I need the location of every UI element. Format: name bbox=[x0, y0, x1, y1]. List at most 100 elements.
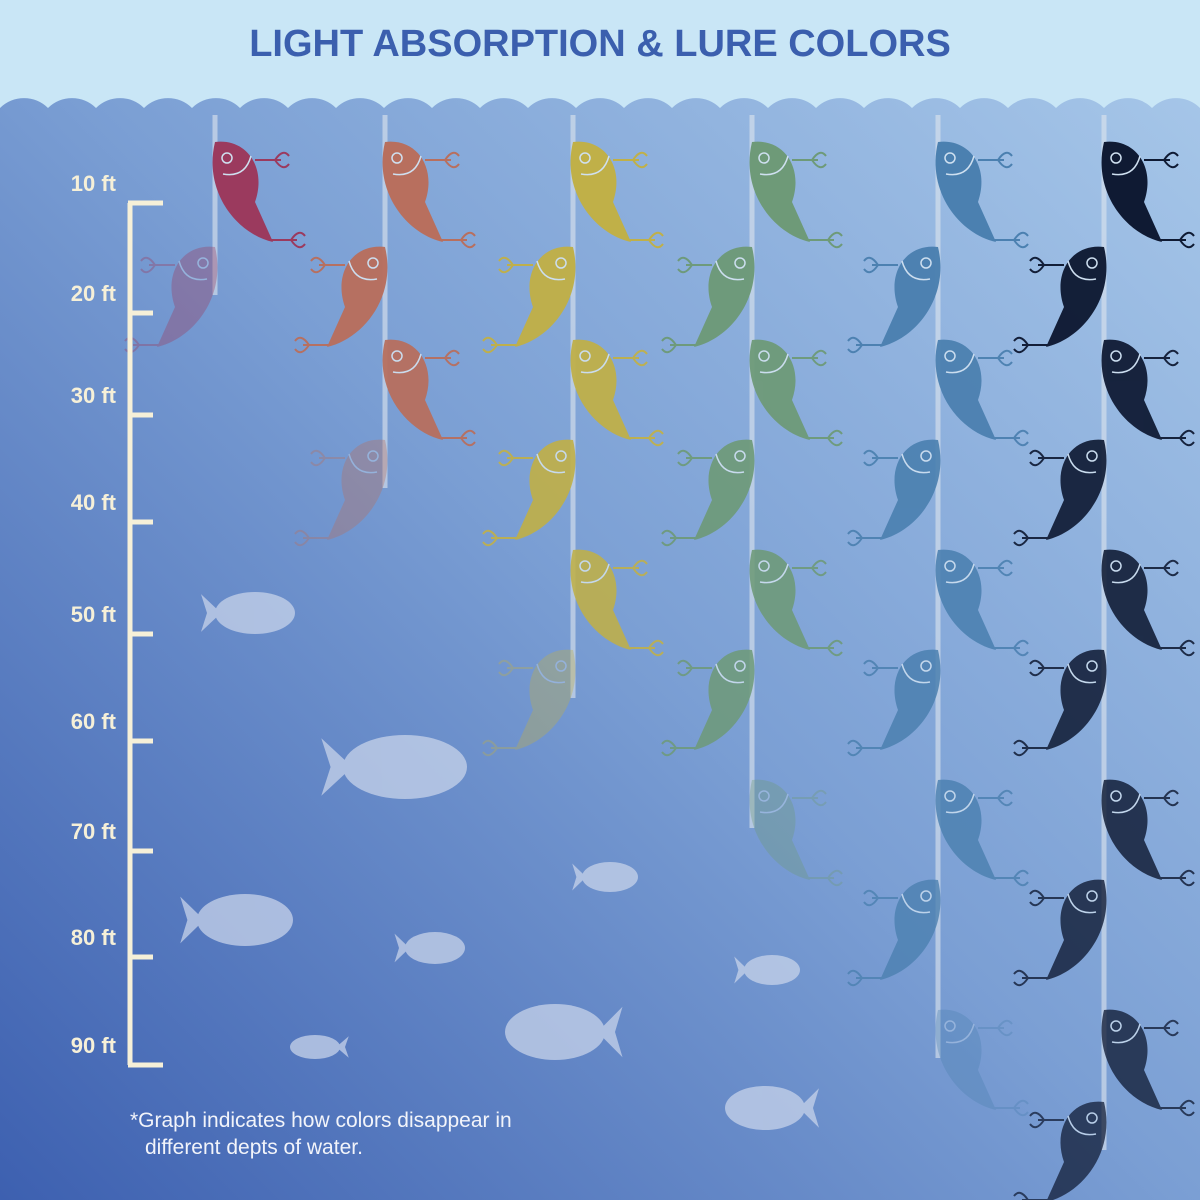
lure bbox=[482, 649, 576, 757]
lure-gill bbox=[945, 353, 975, 374]
lure-eye bbox=[367, 257, 379, 269]
lure-body bbox=[694, 439, 755, 540]
lure-hook bbox=[425, 151, 460, 169]
lure-eye bbox=[944, 1020, 956, 1032]
lure-hook bbox=[613, 559, 648, 577]
lure-eye bbox=[944, 350, 956, 362]
lure bbox=[847, 879, 941, 987]
lure bbox=[382, 339, 476, 447]
lure-hook bbox=[1144, 349, 1179, 367]
lure-gill bbox=[348, 260, 378, 281]
lure bbox=[749, 339, 843, 447]
lure-hook bbox=[140, 256, 175, 274]
lure-hook bbox=[847, 336, 883, 354]
lure-hook bbox=[498, 659, 533, 677]
lure-hook bbox=[270, 231, 306, 249]
lure-hook bbox=[1013, 739, 1049, 757]
lure-eye bbox=[1086, 660, 1098, 672]
lure-gill bbox=[901, 260, 931, 281]
lure-body bbox=[935, 1009, 996, 1110]
lure-eye bbox=[197, 257, 209, 269]
lure-eye bbox=[221, 152, 233, 164]
fish-body bbox=[744, 955, 800, 985]
footnote: different depts of water. bbox=[145, 1136, 363, 1159]
lure-hook bbox=[1013, 969, 1049, 987]
lure-eye bbox=[1110, 152, 1122, 164]
lure-body bbox=[570, 141, 631, 242]
depth-label: 40 ft bbox=[71, 490, 117, 515]
fish-tail bbox=[180, 896, 205, 944]
depth-label: 60 ft bbox=[71, 709, 117, 734]
lure-hook bbox=[792, 151, 827, 169]
lure-gill bbox=[1111, 1023, 1141, 1044]
lure-hook bbox=[978, 789, 1013, 807]
lure bbox=[1101, 549, 1195, 657]
lure-gill bbox=[715, 260, 745, 281]
lure-hook bbox=[1013, 336, 1049, 354]
fish-tail bbox=[597, 1006, 623, 1058]
lure-hook bbox=[993, 639, 1029, 657]
lure-hook bbox=[613, 151, 648, 169]
lure bbox=[294, 246, 388, 354]
lure-hook bbox=[498, 256, 533, 274]
lure-body bbox=[570, 549, 631, 650]
lure-hook bbox=[498, 449, 533, 467]
lure bbox=[847, 649, 941, 757]
lure bbox=[749, 779, 843, 887]
lure bbox=[570, 549, 664, 657]
lure bbox=[1101, 1009, 1195, 1117]
lure bbox=[294, 439, 388, 547]
lure-gill bbox=[580, 353, 610, 374]
lure-body bbox=[515, 649, 576, 750]
lure-gill bbox=[901, 453, 931, 474]
lure-eye bbox=[1110, 350, 1122, 362]
fish bbox=[394, 932, 465, 964]
lure-gill bbox=[1111, 793, 1141, 814]
lure-hook bbox=[1159, 1099, 1195, 1117]
lure-gill bbox=[945, 1023, 975, 1044]
title: LIGHT ABSORPTION & LURE COLORS bbox=[249, 23, 951, 65]
lure bbox=[1013, 439, 1107, 547]
lure-hook bbox=[978, 349, 1013, 367]
lure-body bbox=[935, 549, 996, 650]
lure-gill bbox=[1067, 260, 1097, 281]
lure-hook bbox=[440, 429, 476, 447]
lure-eye bbox=[920, 660, 932, 672]
lure bbox=[749, 141, 843, 249]
fish-tail bbox=[336, 1036, 349, 1058]
lure bbox=[749, 549, 843, 657]
lure-eye bbox=[944, 790, 956, 802]
lure-hook bbox=[440, 231, 476, 249]
lure bbox=[212, 141, 306, 249]
lure-hook bbox=[978, 151, 1013, 169]
depth-scale: 10 ft 20 ft 30 ft 40 ft 50 ft 60 ft 70 ft 80 ft… bbox=[71, 171, 163, 1068]
fish-tail bbox=[799, 1088, 819, 1128]
lure-eye bbox=[579, 350, 591, 362]
lure-hook bbox=[863, 889, 898, 907]
lure-hook bbox=[1029, 256, 1064, 274]
lure bbox=[1013, 649, 1107, 757]
lure-gill bbox=[1111, 563, 1141, 584]
lure-hook bbox=[628, 639, 664, 657]
lure-body bbox=[749, 549, 810, 650]
lure-body bbox=[1046, 439, 1107, 540]
lure-hook bbox=[1144, 1019, 1179, 1037]
lure-hook bbox=[677, 449, 712, 467]
lure bbox=[661, 649, 755, 757]
lure-body bbox=[570, 339, 631, 440]
lure-hook bbox=[993, 869, 1029, 887]
depth-label: 30 ft bbox=[71, 383, 117, 408]
depth-label: 10 ft bbox=[71, 171, 117, 196]
lure-eye bbox=[391, 350, 403, 362]
lure-hook bbox=[807, 429, 843, 447]
lure-body bbox=[157, 246, 218, 347]
lure-hook bbox=[847, 529, 883, 547]
header-wave bbox=[0, 0, 1200, 108]
fish-body bbox=[197, 894, 293, 946]
lure-gill bbox=[901, 663, 931, 684]
lure-hook bbox=[1029, 449, 1064, 467]
lure bbox=[570, 141, 664, 249]
lure-gill bbox=[759, 155, 789, 176]
lure-hook bbox=[294, 336, 330, 354]
lure bbox=[935, 549, 1029, 657]
